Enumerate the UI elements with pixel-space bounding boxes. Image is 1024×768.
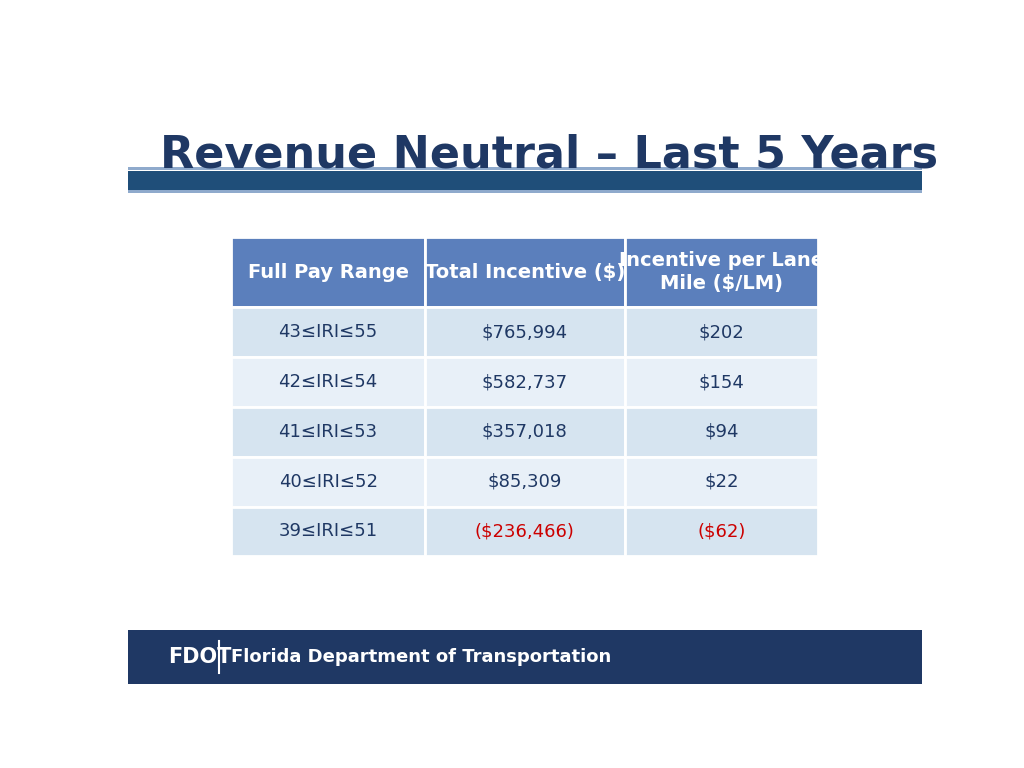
Bar bbox=[231, 507, 425, 556]
Text: $85,309: $85,309 bbox=[487, 472, 562, 491]
Bar bbox=[128, 190, 922, 194]
Bar bbox=[231, 457, 425, 507]
Text: Revenue Neutral – Last 5 Years: Revenue Neutral – Last 5 Years bbox=[160, 134, 938, 177]
Text: 39≤IRI≤51: 39≤IRI≤51 bbox=[279, 522, 378, 541]
Text: Florida Department of Transportation: Florida Department of Transportation bbox=[231, 648, 611, 666]
Text: $94: $94 bbox=[705, 423, 738, 441]
Text: $202: $202 bbox=[698, 323, 744, 341]
Bar bbox=[425, 407, 625, 457]
Bar bbox=[625, 507, 818, 556]
Bar bbox=[425, 457, 625, 507]
Bar bbox=[425, 507, 625, 556]
Bar bbox=[128, 167, 922, 170]
Bar bbox=[128, 170, 922, 190]
Text: $357,018: $357,018 bbox=[482, 423, 567, 441]
Bar bbox=[128, 631, 922, 684]
Text: 40≤IRI≤52: 40≤IRI≤52 bbox=[279, 472, 378, 491]
Bar bbox=[625, 457, 818, 507]
Bar bbox=[625, 407, 818, 457]
Bar bbox=[231, 407, 425, 457]
Bar bbox=[231, 307, 425, 357]
Bar bbox=[625, 237, 818, 307]
Text: ($236,466): ($236,466) bbox=[475, 522, 574, 541]
Text: ($62): ($62) bbox=[697, 522, 745, 541]
Text: $22: $22 bbox=[705, 472, 738, 491]
Text: FDOT: FDOT bbox=[168, 647, 231, 667]
Bar bbox=[625, 307, 818, 357]
Bar bbox=[231, 237, 425, 307]
Text: 41≤IRI≤53: 41≤IRI≤53 bbox=[279, 423, 378, 441]
Text: Incentive per Lane
Mile ($/LM): Incentive per Lane Mile ($/LM) bbox=[618, 251, 824, 293]
Bar bbox=[425, 307, 625, 357]
Bar bbox=[425, 237, 625, 307]
Text: 42≤IRI≤54: 42≤IRI≤54 bbox=[279, 373, 378, 391]
Text: $765,994: $765,994 bbox=[481, 323, 568, 341]
Bar bbox=[425, 357, 625, 407]
Bar bbox=[231, 357, 425, 407]
Text: $582,737: $582,737 bbox=[481, 373, 568, 391]
Text: 43≤IRI≤55: 43≤IRI≤55 bbox=[279, 323, 378, 341]
Bar bbox=[625, 357, 818, 407]
Text: $154: $154 bbox=[698, 373, 744, 391]
Text: Full Pay Range: Full Pay Range bbox=[248, 263, 409, 282]
Text: Total Incentive ($): Total Incentive ($) bbox=[425, 263, 625, 282]
